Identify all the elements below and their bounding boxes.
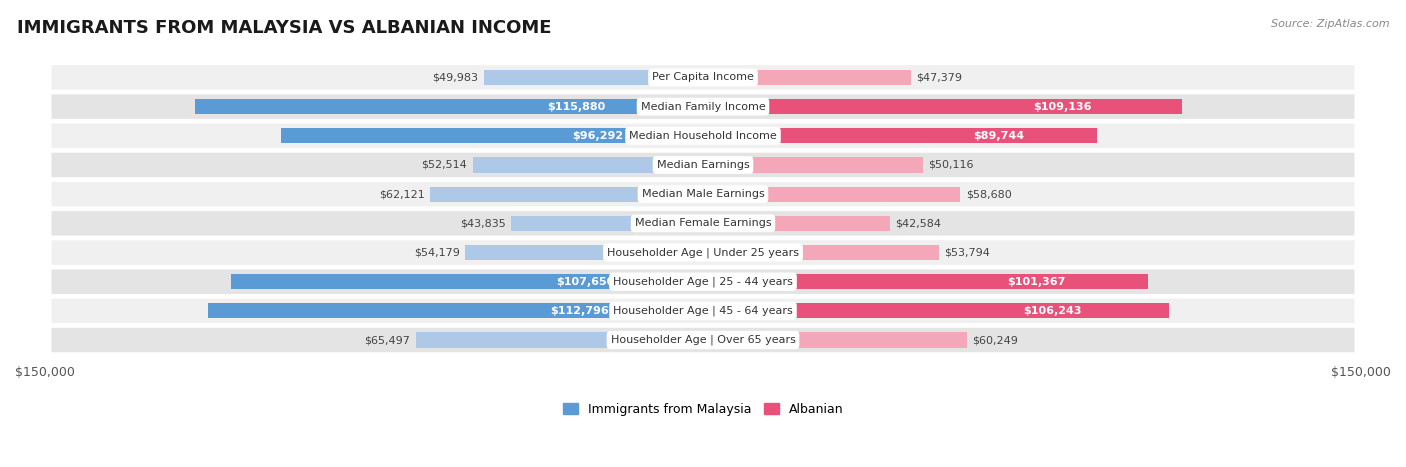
FancyBboxPatch shape [52,153,1354,177]
FancyBboxPatch shape [52,182,1354,206]
Text: $115,880: $115,880 [547,102,605,112]
Text: $106,243: $106,243 [1024,306,1081,316]
FancyBboxPatch shape [52,124,1354,148]
Bar [703,187,960,202]
Text: IMMIGRANTS FROM MALAYSIA VS ALBANIAN INCOME: IMMIGRANTS FROM MALAYSIA VS ALBANIAN INC… [17,19,551,37]
Text: $42,584: $42,584 [896,219,941,228]
Text: $65,497: $65,497 [364,335,411,345]
Text: $89,744: $89,744 [973,131,1024,141]
Text: Median Earnings: Median Earnings [657,160,749,170]
Text: $107,650: $107,650 [555,276,614,287]
Text: $62,121: $62,121 [380,189,425,199]
Bar [430,187,703,202]
Bar [703,70,911,85]
Bar [703,216,890,231]
Text: $49,983: $49,983 [433,72,478,83]
Text: $47,379: $47,379 [917,72,962,83]
FancyBboxPatch shape [52,328,1354,352]
Text: $96,292: $96,292 [572,131,623,141]
Text: $58,680: $58,680 [966,189,1011,199]
Bar [703,245,939,260]
Text: Householder Age | Over 65 years: Householder Age | Over 65 years [610,335,796,345]
Text: $43,835: $43,835 [460,219,505,228]
Text: Householder Age | 25 - 44 years: Householder Age | 25 - 44 years [613,276,793,287]
Bar [281,128,703,143]
FancyBboxPatch shape [52,211,1354,235]
Bar [703,157,922,173]
Bar [703,333,967,347]
Text: Median Male Earnings: Median Male Earnings [641,189,765,199]
Text: $54,179: $54,179 [415,248,460,257]
Bar [703,99,1182,114]
Text: Source: ZipAtlas.com: Source: ZipAtlas.com [1271,19,1389,28]
Text: Householder Age | Under 25 years: Householder Age | Under 25 years [607,247,799,258]
Text: $101,367: $101,367 [1007,276,1066,287]
Text: Median Female Earnings: Median Female Earnings [634,219,772,228]
Legend: Immigrants from Malaysia, Albanian: Immigrants from Malaysia, Albanian [558,398,848,421]
Bar [194,99,703,114]
Bar [703,303,1170,318]
Bar [472,157,703,173]
FancyBboxPatch shape [52,298,1354,323]
Text: $112,796: $112,796 [550,306,609,316]
Bar [703,274,1147,289]
Bar [510,216,703,231]
FancyBboxPatch shape [52,240,1354,265]
Text: $60,249: $60,249 [973,335,1018,345]
Bar [416,333,703,347]
FancyBboxPatch shape [52,269,1354,294]
Bar [484,70,703,85]
Bar [465,245,703,260]
Text: $50,116: $50,116 [928,160,973,170]
Bar [231,274,703,289]
Text: $53,794: $53,794 [945,248,990,257]
FancyBboxPatch shape [52,65,1354,90]
FancyBboxPatch shape [52,94,1354,119]
Text: $52,514: $52,514 [422,160,467,170]
Text: Median Household Income: Median Household Income [628,131,778,141]
Bar [703,128,1097,143]
Text: Median Family Income: Median Family Income [641,102,765,112]
Text: Householder Age | 45 - 64 years: Householder Age | 45 - 64 years [613,305,793,316]
Text: $109,136: $109,136 [1033,102,1091,112]
Text: Per Capita Income: Per Capita Income [652,72,754,83]
Bar [208,303,703,318]
